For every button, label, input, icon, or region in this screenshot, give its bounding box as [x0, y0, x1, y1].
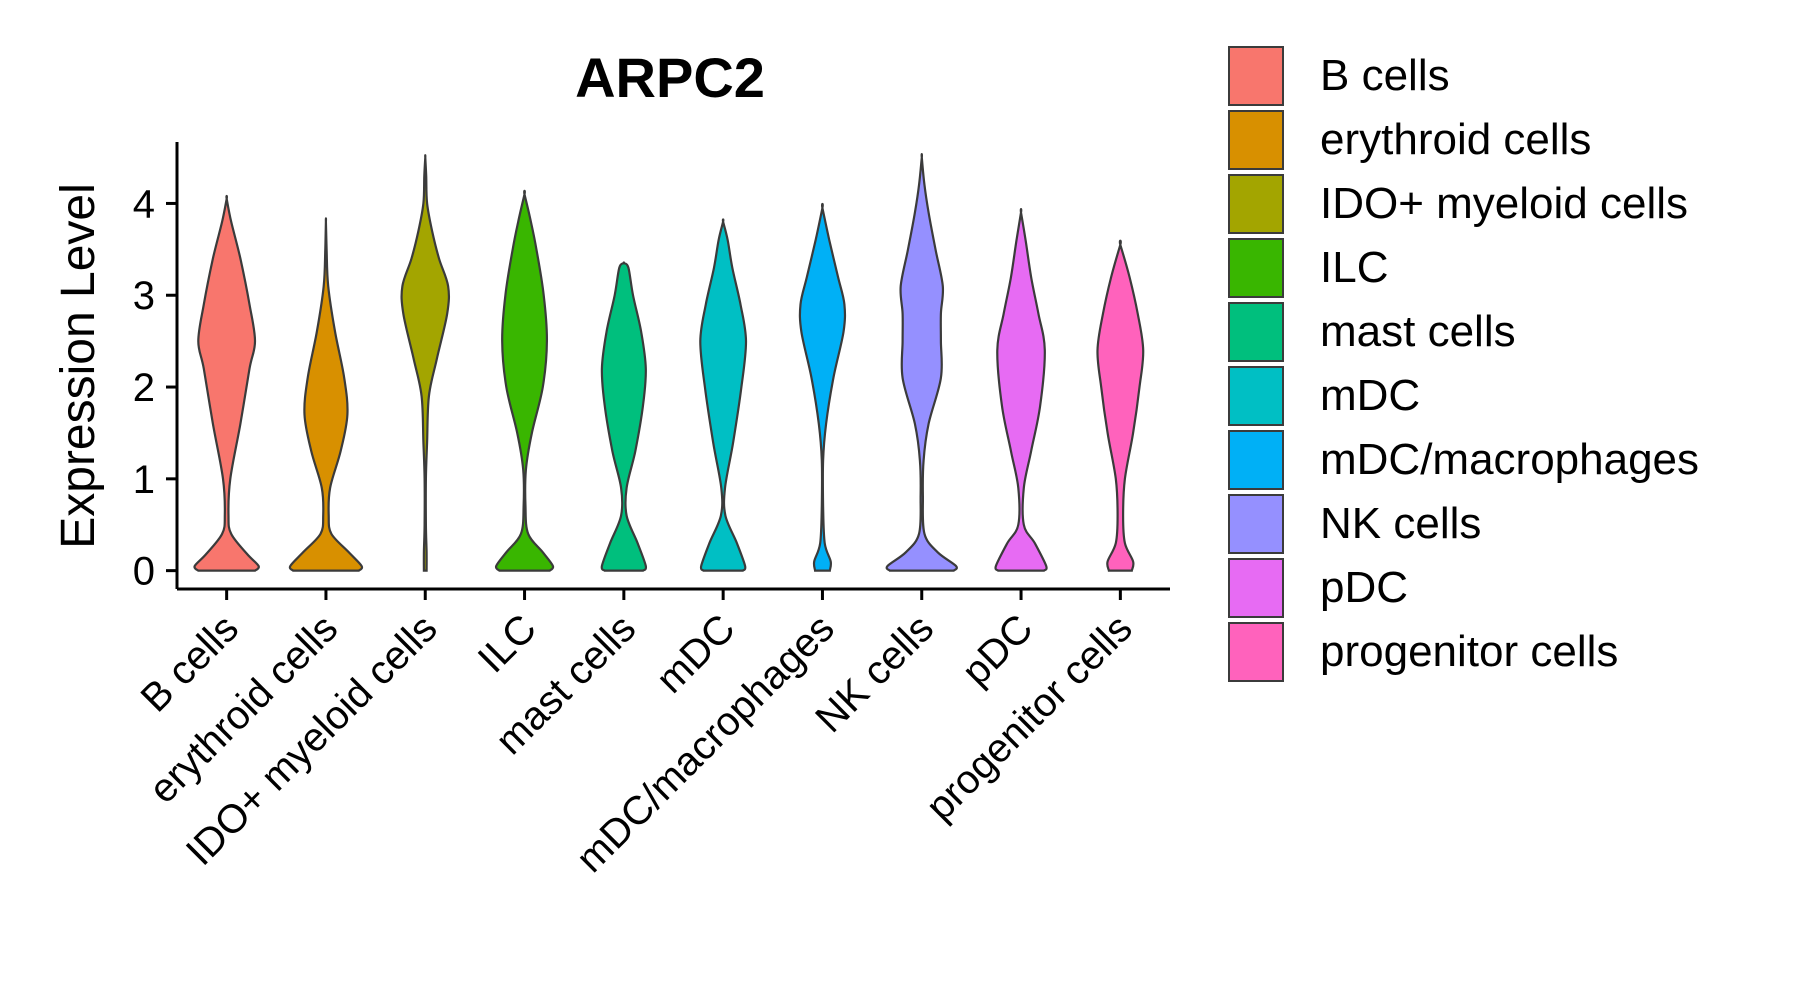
legend-label: progenitor cells: [1320, 627, 1619, 676]
legend-item: mDC/macrophages: [1228, 430, 1788, 494]
y-tick-label: 4: [133, 182, 155, 226]
legend-swatch: [1228, 110, 1284, 170]
legend-label: ILC: [1320, 243, 1389, 292]
violin-progenitor-cells: [1096, 239, 1145, 572]
legend-label: mDC: [1320, 371, 1421, 420]
y-tick-label: 1: [133, 458, 155, 502]
legend-swatch: [1228, 174, 1284, 234]
x-tick-label: ILC: [470, 606, 545, 681]
legend-label: B cells: [1320, 51, 1450, 100]
violins: [193, 152, 1145, 572]
violin-mdc-macrophages: [798, 202, 847, 572]
y-axis: 0 1 2 3 4: [133, 142, 179, 594]
legend-item: pDC: [1228, 558, 1788, 622]
legend-swatch: [1228, 302, 1284, 362]
legend-label: erythroid cells: [1320, 115, 1592, 164]
legend-label: IDO+ myeloid cells: [1320, 179, 1689, 228]
chart-title: ARPC2: [575, 46, 765, 109]
violin-erythroid-cells: [288, 217, 364, 572]
legend-swatch: [1228, 558, 1284, 618]
legend-item: erythroid cells: [1228, 110, 1788, 174]
violin-ilc: [494, 189, 555, 572]
legend-item: mast cells: [1228, 302, 1788, 366]
legend-item: progenitor cells: [1228, 622, 1788, 686]
y-tick-label: 3: [133, 274, 155, 318]
violin-ido-myeloid-cells: [400, 154, 451, 572]
legend-label: mDC/macrophages: [1320, 435, 1700, 484]
y-axis-label: Expression Level: [52, 183, 105, 549]
legend-label: pDC: [1320, 563, 1409, 612]
legend-item: IDO+ myeloid cells: [1228, 174, 1788, 238]
violin-pdc: [994, 208, 1048, 572]
x-tick-label: pDC: [954, 606, 1042, 694]
legend-item: B cells: [1228, 46, 1788, 110]
y-tick-label: 0: [133, 550, 155, 594]
legend-label: mast cells: [1320, 307, 1516, 356]
legend-label: NK cells: [1320, 499, 1482, 548]
legend-swatch: [1228, 622, 1284, 682]
violin-mast-cells: [600, 261, 648, 572]
violin-mdc: [699, 218, 748, 572]
legend-swatch: [1228, 46, 1284, 106]
legend-swatch: [1228, 366, 1284, 426]
legend-item: ILC: [1228, 238, 1788, 302]
legend-swatch: [1228, 238, 1284, 298]
legend-swatch: [1228, 430, 1284, 490]
legend-swatch: [1228, 494, 1284, 554]
violin-nk-cells: [885, 152, 958, 572]
violin-b-cells: [193, 194, 260, 572]
legend-item: NK cells: [1228, 494, 1788, 558]
y-tick-label: 2: [133, 366, 155, 410]
legend-item: mDC: [1228, 366, 1788, 430]
